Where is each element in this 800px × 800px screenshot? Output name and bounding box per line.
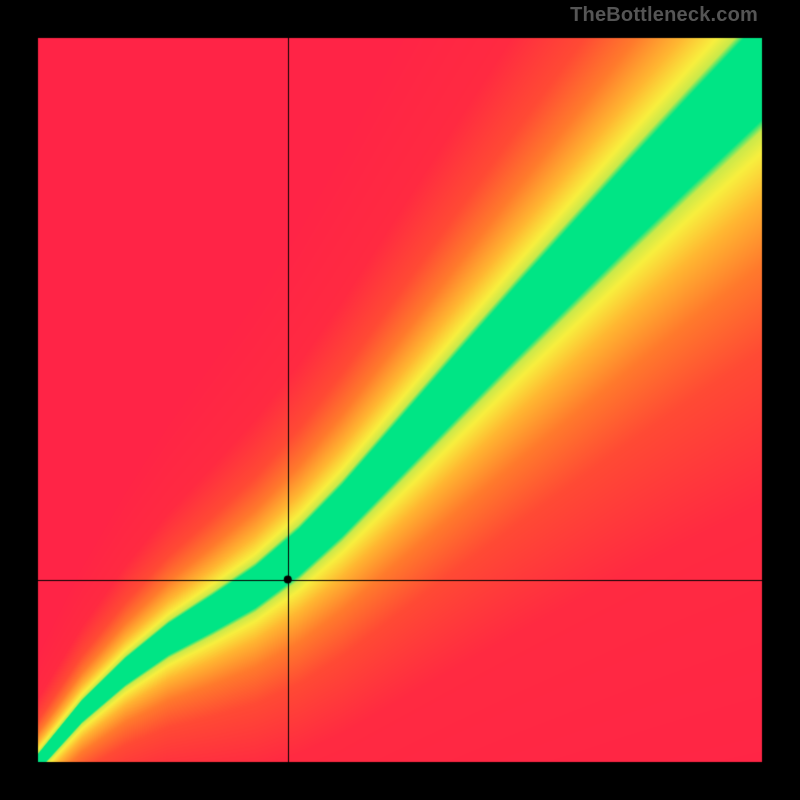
bottleneck-heatmap (0, 0, 800, 800)
chart-outer: TheBottleneck.com (0, 0, 800, 800)
watermark-text: TheBottleneck.com (570, 4, 758, 27)
